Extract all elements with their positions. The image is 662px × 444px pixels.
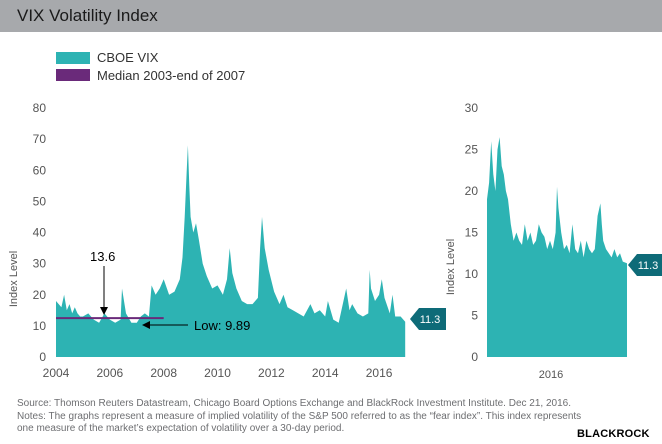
x-tick-left: 2016: [366, 366, 393, 380]
x-tick-left: 2014: [312, 366, 339, 380]
median-annotation: 13.6: [90, 249, 115, 264]
y-tick-left: 80: [33, 101, 47, 115]
vix-area-2016: [487, 137, 627, 357]
y-tick-right: 20: [465, 184, 479, 198]
y-axis-title-right: Index Level: [445, 239, 457, 295]
legend-label-median: Median 2003-end of 2007: [97, 68, 245, 83]
y-tick-right: 5: [471, 309, 478, 323]
legend-swatch-median: [56, 69, 90, 81]
y-tick-left: 20: [33, 288, 47, 302]
low-annotation-arrowhead: [142, 321, 150, 329]
chart-title: VIX Volatility Index: [17, 6, 158, 25]
last-value-callout-right: [628, 254, 662, 276]
y-tick-left: 0: [39, 350, 46, 364]
y-tick-right: 15: [465, 226, 479, 240]
x-tick-left: 2010: [204, 366, 231, 380]
median-annotation-arrowhead: [100, 307, 108, 315]
title-bar: VIX Volatility Index: [0, 0, 662, 32]
y-tick-left: 40: [33, 226, 47, 240]
x-tick-left: 2008: [150, 366, 177, 380]
y-tick-right: 0: [471, 350, 478, 364]
y-ticks-left: 0 10 20 30 40 50 60 70 80: [33, 101, 47, 364]
y-tick-right: 25: [465, 143, 479, 157]
last-value-left: 11.3: [420, 314, 441, 326]
x-tick-left: 2012: [258, 366, 285, 380]
source-line: Source: Thomson Reuters Datastream, Chic…: [17, 398, 571, 409]
y-tick-left: 70: [33, 132, 47, 146]
last-value-callout-left: [410, 308, 446, 330]
y-tick-right: 10: [465, 267, 479, 281]
last-value-right: 11.3: [638, 260, 659, 272]
x-axis-label-2016: 2016: [539, 369, 563, 381]
notes-line-1: Notes: The graphs represent a measure of…: [17, 410, 582, 422]
legend-swatch-vix: [56, 52, 90, 64]
y-tick-left: 30: [33, 257, 47, 271]
2016-chart: Index Level 0 5 10 15 20 25 30 2016 11.3: [445, 101, 662, 381]
charts: CBOE VIX Median 2003-end of 2007 Index L…: [8, 50, 662, 381]
y-axis-title-left: Index Level: [8, 251, 20, 307]
x-ticks-left: 2004 2006 2008 2010 2012 2014 2016: [43, 366, 393, 380]
x-tick-left: 2006: [96, 366, 123, 380]
y-tick-right: 30: [465, 101, 479, 115]
x-tick-left: 2004: [43, 366, 70, 380]
legend-label-vix: CBOE VIX: [97, 50, 159, 65]
y-tick-left: 10: [33, 319, 47, 333]
y-tick-left: 50: [33, 194, 47, 208]
vix-area-long-term: [56, 145, 406, 357]
notes-line-2: one measure of the market’s expectation …: [17, 423, 345, 434]
blackrock-logo: BLACKROCK: [577, 428, 650, 440]
source-notes: Source: Thomson Reuters Datastream, Chic…: [17, 398, 652, 436]
y-ticks-right: 0 5 10 15 20 25 30: [465, 101, 479, 364]
low-annotation: Low: 9.89: [194, 318, 250, 333]
y-tick-left: 60: [33, 163, 47, 177]
